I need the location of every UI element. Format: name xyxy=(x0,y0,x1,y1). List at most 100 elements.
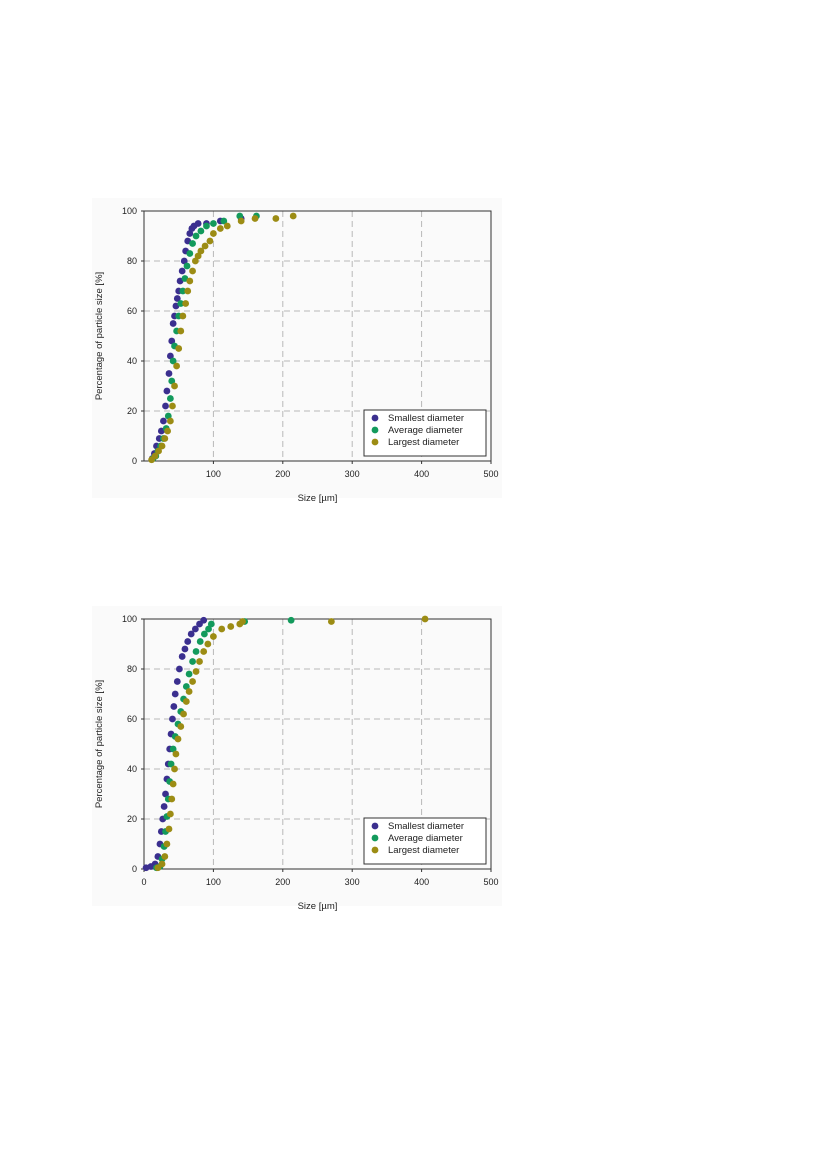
x-tick-label: 300 xyxy=(345,469,360,479)
data-point xyxy=(186,250,194,257)
data-point xyxy=(158,442,166,450)
data-point xyxy=(178,653,186,660)
x-tick-label: 300 xyxy=(345,877,360,887)
legend-label: Average diameter xyxy=(388,833,463,844)
y-tick-label: 40 xyxy=(127,356,137,366)
data-point xyxy=(177,300,185,307)
data-point xyxy=(175,345,183,352)
data-point xyxy=(170,703,178,710)
data-point xyxy=(189,267,196,275)
data-point xyxy=(163,840,171,848)
data-point xyxy=(200,630,208,638)
data-point xyxy=(169,745,177,753)
data-point xyxy=(201,242,209,250)
y-axis-title: Percentage of particle size [%] xyxy=(94,272,105,400)
data-point xyxy=(216,225,224,232)
data-point xyxy=(210,230,217,237)
data-point xyxy=(191,625,199,633)
data-point xyxy=(205,625,212,633)
data-point xyxy=(169,402,176,410)
data-point xyxy=(160,803,168,810)
data-point xyxy=(192,232,200,240)
data-point xyxy=(196,658,203,665)
data-point xyxy=(166,395,174,402)
y-tick-label: 0 xyxy=(132,456,137,466)
plot-frame xyxy=(143,618,492,870)
legend-marker xyxy=(371,834,379,842)
y-tick-label: 40 xyxy=(127,764,137,774)
legend-marker xyxy=(371,822,379,830)
y-tick-label: 80 xyxy=(127,256,137,266)
legend-label: Largest diameter xyxy=(388,845,459,856)
plot-frame xyxy=(143,210,492,462)
y-tick-label: 60 xyxy=(127,306,137,316)
legend-box xyxy=(363,817,487,865)
data-point xyxy=(169,780,177,788)
data-point xyxy=(169,715,176,723)
data-point xyxy=(182,300,190,307)
data-point xyxy=(421,615,429,623)
x-tick-label: 200 xyxy=(275,877,290,887)
data-point xyxy=(194,252,202,260)
data-point xyxy=(196,638,204,645)
particle-size-chart-1: 100 200 300 400 500 0 20 40 60 80 100 Size [µm] Perc… xyxy=(92,198,502,504)
data-point xyxy=(251,215,259,222)
x-tick-label: 500 xyxy=(483,877,498,887)
data-point xyxy=(180,710,187,718)
data-point xyxy=(164,427,171,435)
data-point xyxy=(189,678,196,685)
data-point xyxy=(165,825,173,833)
data-point xyxy=(210,220,217,227)
data-point xyxy=(172,750,180,758)
data-point xyxy=(174,735,182,743)
data-point xyxy=(151,452,159,460)
data-point xyxy=(182,683,190,690)
data-point xyxy=(161,435,169,442)
x-tick-label: 400 xyxy=(414,877,429,887)
particle-size-chart-2: 0 100 200 300 400 500 0 20 40 60 80 100 Size [µm] Per… xyxy=(92,606,502,912)
data-point xyxy=(167,760,175,768)
data-point xyxy=(166,417,174,425)
data-point xyxy=(203,222,210,230)
data-point xyxy=(173,362,181,370)
legend-marker xyxy=(371,438,379,446)
legend-marker xyxy=(371,414,379,422)
y-tick-label: 80 xyxy=(127,664,137,674)
data-point xyxy=(223,222,231,230)
data-point xyxy=(177,723,185,730)
y-tick-label: 0 xyxy=(132,864,137,874)
x-axis-title: Size [µm] xyxy=(298,901,338,912)
data-point xyxy=(220,217,228,225)
x-tick-label: 100 xyxy=(206,469,221,479)
data-point xyxy=(210,633,217,640)
legend-marker xyxy=(371,846,379,854)
x-axis-title: Size [µm] xyxy=(298,493,338,504)
data-point xyxy=(189,240,196,247)
data-point xyxy=(171,765,178,773)
data-point xyxy=(173,678,181,685)
x-tick-label: 100 xyxy=(206,877,221,887)
y-tick-label: 60 xyxy=(127,714,137,724)
series-2 xyxy=(154,615,429,872)
data-point xyxy=(180,257,188,265)
data-point xyxy=(166,352,174,360)
data-point xyxy=(237,217,245,225)
legend-label: Smallest diameter xyxy=(388,821,464,832)
data-point xyxy=(289,212,297,220)
data-point xyxy=(184,287,192,295)
data-point xyxy=(191,257,199,265)
data-point xyxy=(287,616,295,624)
data-point xyxy=(187,630,195,638)
data-point xyxy=(182,698,190,705)
data-point xyxy=(272,215,280,222)
x-tick-label: 400 xyxy=(414,469,429,479)
data-point xyxy=(160,417,167,425)
y-tick-label: 20 xyxy=(127,406,137,416)
data-point xyxy=(185,670,193,678)
data-point xyxy=(168,795,176,803)
data-point xyxy=(206,237,214,245)
data-point xyxy=(158,860,166,868)
data-point xyxy=(179,312,187,320)
